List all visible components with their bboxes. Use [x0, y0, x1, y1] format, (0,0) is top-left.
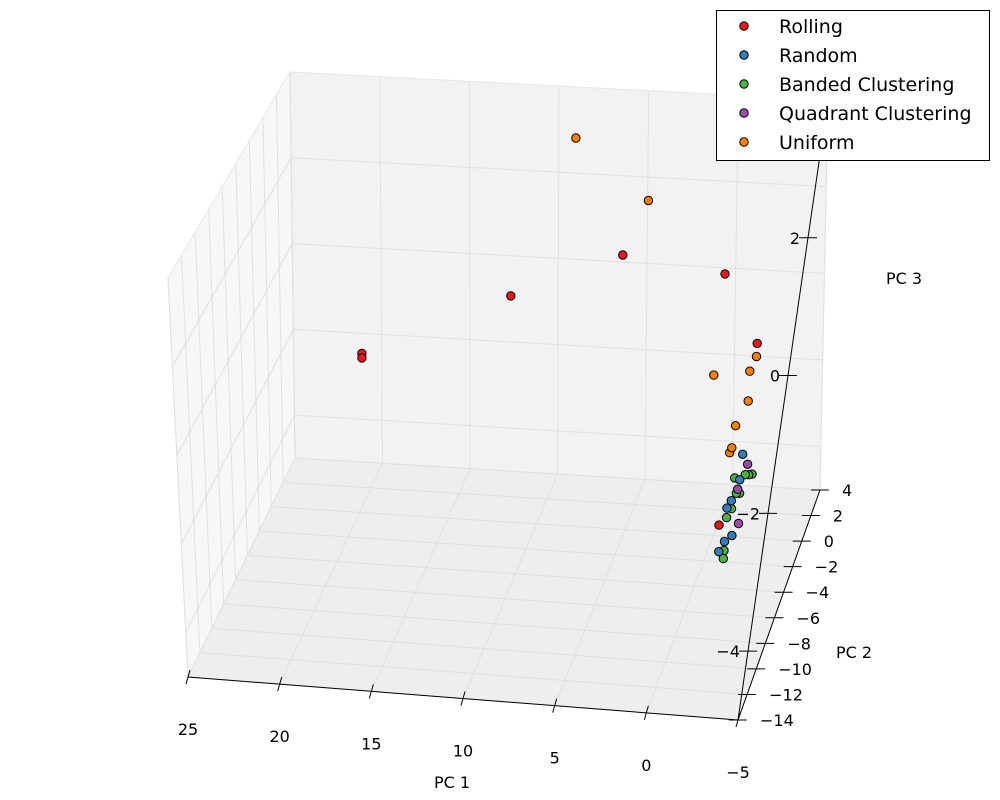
point-uniform-3 [745, 366, 755, 376]
point-random-3 [738, 449, 748, 459]
x-tick-label: 15 [361, 734, 381, 753]
z-tick-label: 0 [770, 367, 780, 386]
y-axis-label: PC 2 [836, 643, 872, 662]
legend-marker-random [739, 50, 749, 60]
x-tick-mark [460, 691, 466, 706]
grid-line-y [235, 163, 784, 593]
x-tick-label: 20 [269, 727, 289, 746]
grid-line-y [208, 209, 766, 644]
point-uniform-0 [571, 133, 581, 143]
legend-marker-uniform [739, 137, 749, 147]
point-rolling-2 [506, 291, 516, 301]
point-quadrant-clustering-2 [733, 484, 743, 494]
x-tick-mark [277, 677, 283, 692]
x-axis-label: PC 1 [434, 773, 470, 792]
z-tick-label: −2 [736, 504, 760, 523]
point-random-1 [714, 547, 724, 557]
x-tick-mark [368, 684, 374, 699]
point-uniform-2 [751, 351, 762, 362]
y-tick-label: −6 [796, 609, 820, 628]
y-tick-label: −12 [769, 685, 803, 704]
legend-entry-rolling: Rolling [779, 16, 843, 38]
point-random-6 [719, 536, 730, 547]
y-tick-label: 2 [833, 507, 843, 526]
y-tick-label: −2 [815, 558, 839, 577]
y-tick-label: 4 [842, 481, 852, 500]
axes-panes [167, 70, 829, 721]
point-random-0 [722, 503, 732, 513]
legend-box [716, 10, 990, 161]
legend-entry-banded-clustering: Banded Clustering [779, 74, 954, 96]
x-tick-label: 0 [641, 756, 651, 775]
x-tick-label: 25 [178, 720, 198, 739]
point-rolling-6 [714, 520, 724, 530]
point-rolling-1 [357, 353, 367, 363]
grid-line-y [289, 71, 821, 491]
y-tick-label: −4 [806, 583, 830, 602]
point-rolling-3 [618, 250, 628, 260]
legend-marker-quadrant-clustering [739, 108, 749, 118]
point-random-4 [735, 475, 745, 485]
grid-line-y [221, 186, 775, 619]
point-banded-clustering-0 [721, 512, 732, 523]
point-random-2 [727, 530, 737, 541]
grid-line-y [275, 94, 811, 517]
legend-entry-random: Random [779, 45, 858, 67]
grid-line-y [262, 117, 802, 542]
grid-line-z [185, 414, 821, 633]
point-quadrant-clustering-1 [733, 518, 744, 529]
legend: Rolling Random Banded Clustering Quadrant C… [716, 10, 990, 161]
grid-line-y [194, 232, 757, 670]
z-tick-label: −4 [716, 642, 740, 661]
floor-pane [187, 457, 821, 721]
x-tick-mark [552, 698, 558, 713]
y-tick-label: −8 [787, 634, 811, 653]
legend-marker-banded-clustering [739, 79, 749, 89]
legend-entry-quadrant-clustering: Quadrant Clustering [779, 103, 972, 125]
x-tick-label: 5 [550, 749, 560, 768]
x-tick-mark [643, 705, 649, 720]
grid-line-z [180, 328, 823, 545]
x-tick-label: −5 [726, 763, 750, 782]
grid-line-z [172, 157, 827, 367]
point-rolling-4 [720, 269, 730, 279]
y-tick-label: −14 [760, 711, 794, 730]
point-uniform-6 [730, 421, 741, 431]
point-uniform-5 [709, 370, 719, 380]
grid-line-y [248, 140, 793, 568]
legend-entry-uniform: Uniform [779, 132, 855, 154]
z-axis-label: PC 3 [886, 269, 922, 288]
point-uniform-4 [743, 396, 753, 406]
y-tick-label: 0 [824, 532, 834, 551]
legend-marker-rolling [739, 21, 749, 31]
point-uniform-8 [727, 443, 737, 453]
point-rolling-5 [752, 338, 762, 349]
x-tick-mark [185, 669, 191, 685]
z-tick-label: 2 [790, 229, 800, 248]
point-quadrant-clustering-0 [742, 459, 753, 469]
grid-line-y [181, 255, 748, 695]
y-axis-line [737, 489, 821, 721]
point-banded-clustering-1 [718, 553, 728, 564]
y-tick-label: −10 [778, 660, 812, 679]
point-uniform-1 [643, 195, 654, 206]
z-axis-line [737, 99, 829, 721]
point-random-5 [726, 496, 736, 506]
x-tick-label: 10 [453, 742, 473, 761]
grid-line-z [176, 243, 825, 456]
